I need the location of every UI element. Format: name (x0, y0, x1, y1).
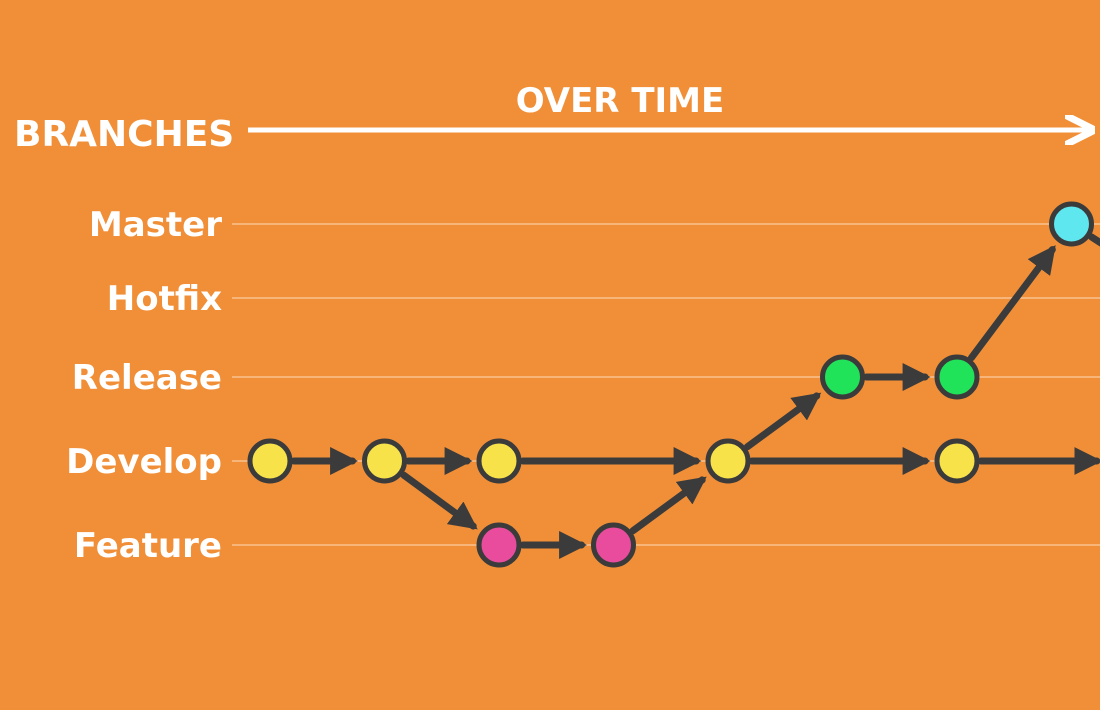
commit-node-develop (705, 438, 751, 484)
commit-node-develop (247, 438, 293, 484)
lane-label-backdrop (0, 521, 232, 569)
timeline-label: OVER TIME (516, 81, 724, 121)
edge-m1-to-h1 (1088, 233, 1100, 247)
lane-label-develop: Develop (66, 442, 222, 482)
lane-label-backdrop (0, 353, 232, 401)
commit-node-feature (476, 522, 522, 568)
commit-edges (290, 233, 1100, 559)
commit-node-develop (476, 438, 522, 484)
edge-d4-to-r1 (743, 392, 822, 451)
edge-f2-to-d4 (629, 476, 707, 535)
commit-node-release (934, 354, 980, 400)
commit-node-release (820, 354, 865, 400)
commit-node-feature (591, 522, 636, 568)
lane-label-feature: Feature (74, 526, 222, 566)
lanes: Master Hotfix Release Develop Feature (0, 200, 1100, 569)
commit-node-master (1049, 201, 1094, 247)
lane-label-release: Release (72, 358, 222, 398)
commit-node-develop (362, 438, 407, 484)
lane-label-backdrop (0, 274, 232, 322)
lane-label-hotfix: Hotfix (107, 279, 222, 319)
edge-r2-to-m1 (967, 245, 1056, 362)
commits (247, 201, 1094, 568)
lane-label-master: Master (89, 205, 222, 245)
branches-title: BRANCHES (14, 114, 234, 155)
lane-label-backdrop (0, 200, 232, 248)
edge-d2-to-f1 (400, 471, 478, 530)
lane-label-backdrop (0, 437, 232, 485)
commit-node-develop (934, 438, 980, 484)
